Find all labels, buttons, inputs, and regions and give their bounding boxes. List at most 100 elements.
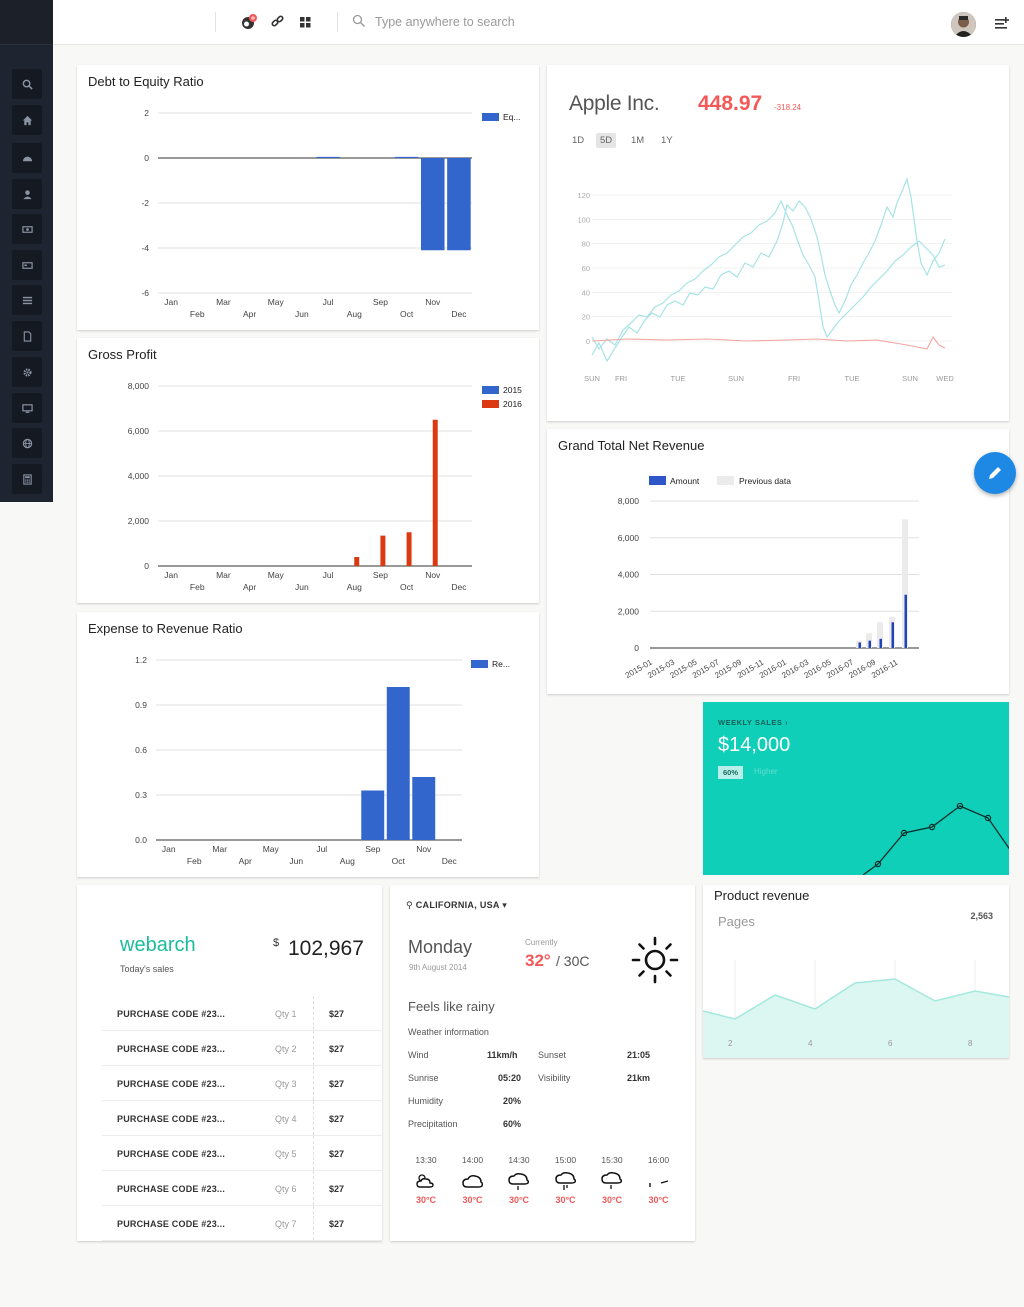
temp-range: / 30C bbox=[556, 953, 590, 969]
expense-revenue-chart: 1.2 0.9 0.6 0.3 0.0 Jan Feb Mar Apr May Jun Jul Aug S… bbox=[135, 655, 510, 866]
weather-card: ⚲ CALIFORNIA, USA ▾ Monday 9th August 20… bbox=[390, 885, 695, 1241]
purchase-row[interactable]: PURCHASE CODE #23... Qty 4 $27 bbox=[102, 1101, 383, 1136]
location-selector[interactable]: ⚲ CALIFORNIA, USA ▾ bbox=[406, 900, 508, 910]
row-divider bbox=[313, 1171, 314, 1205]
weather-day: Monday bbox=[408, 937, 473, 957]
globe-icon[interactable] bbox=[12, 428, 42, 458]
weekly-higher-label: Higher bbox=[754, 767, 778, 776]
x-tick-label: Jan bbox=[162, 844, 176, 854]
debt-equity-card: Debt to Equity Ratio 2 0 -2 -4 -6 Jan Feb Mar Ap… bbox=[77, 65, 539, 330]
x-tick-label: Oct bbox=[400, 309, 414, 319]
row-divider bbox=[313, 1206, 314, 1240]
home-icon[interactable] bbox=[12, 105, 42, 135]
menu-add-icon[interactable] bbox=[994, 15, 1010, 31]
edit-fab-button[interactable] bbox=[974, 452, 1016, 494]
rain-icon bbox=[592, 1171, 632, 1191]
sparkline-point bbox=[928, 823, 936, 831]
legend-label: Eq... bbox=[503, 112, 520, 122]
monitor-icon[interactable] bbox=[12, 393, 42, 423]
purchase-price: $27 bbox=[329, 1079, 345, 1089]
calculator-icon[interactable] bbox=[12, 464, 42, 494]
chart-bar-previous bbox=[902, 519, 908, 648]
purchase-qty: Qty 7 bbox=[275, 1219, 297, 1229]
visibility-value: 21km bbox=[627, 1073, 651, 1083]
sparkline-point bbox=[956, 802, 964, 810]
sales-subtitle: Today's sales bbox=[120, 964, 174, 974]
x-tick-label: Mar bbox=[216, 570, 231, 580]
legend-swatch bbox=[717, 476, 734, 485]
x-tick-label: Jan bbox=[164, 570, 178, 580]
hour-time: 14:30 bbox=[508, 1155, 530, 1165]
list-icon[interactable] bbox=[12, 285, 42, 315]
partly-cloudy-icon bbox=[406, 1171, 446, 1191]
debt-equity-chart: 2 0 -2 -4 -6 Jan Feb Mar Apr May Jun Jul Aug Sep Oct No… bbox=[141, 108, 520, 319]
avatar[interactable] bbox=[951, 12, 976, 37]
card-title: Grand Total Net Revenue bbox=[558, 438, 705, 453]
notifications-icon[interactable] bbox=[240, 13, 258, 31]
weekly-sales-amount: $14,000 bbox=[718, 734, 791, 756]
search-icon bbox=[352, 14, 365, 27]
y-tick-label: -4 bbox=[141, 243, 149, 253]
feels-like-text: Feels like rainy bbox=[408, 999, 495, 1014]
precipitation-value: 60% bbox=[503, 1119, 522, 1129]
purchase-row[interactable]: PURCHASE CODE #23... Qty 1 $27 bbox=[102, 996, 383, 1031]
card-title: Debt to Equity Ratio bbox=[88, 74, 204, 89]
purchase-row[interactable]: PURCHASE CODE #23... Qty 7 $27 bbox=[102, 1206, 383, 1241]
range-1d-button[interactable]: 1D bbox=[572, 135, 585, 146]
purchase-row[interactable]: PURCHASE CODE #23... Qty 6 $27 bbox=[102, 1171, 383, 1206]
range-5d-button[interactable]: 5D bbox=[596, 133, 617, 148]
y-tick-label: 40 bbox=[582, 288, 590, 297]
row-divider bbox=[313, 996, 314, 1030]
y-tick-label: 0.0 bbox=[135, 835, 147, 845]
legend-swatch bbox=[649, 476, 666, 485]
sunset-value: 21:05 bbox=[627, 1050, 651, 1060]
y-tick-label: 0 bbox=[586, 337, 590, 346]
chart-bar bbox=[380, 535, 386, 566]
card-title: Expense to Revenue Ratio bbox=[88, 621, 243, 636]
y-tick-label: 0 bbox=[634, 643, 639, 653]
purchase-code: PURCHASE CODE #23... bbox=[117, 1009, 226, 1019]
y-tick-label: -6 bbox=[141, 288, 149, 298]
purchase-code: PURCHASE CODE #23... bbox=[117, 1114, 226, 1124]
x-tick-label: Aug bbox=[347, 582, 362, 592]
card-title: Gross Profit bbox=[88, 347, 157, 362]
x-tick-label: SUN bbox=[584, 374, 600, 383]
purchase-row[interactable]: PURCHASE CODE #23... Qty 5 $27 bbox=[102, 1136, 383, 1171]
visibility-label: Visibility bbox=[538, 1073, 571, 1083]
sparkline-point bbox=[984, 814, 992, 822]
chart-bar-previous bbox=[877, 622, 883, 648]
user-icon[interactable] bbox=[12, 179, 42, 209]
search-input[interactable] bbox=[375, 12, 675, 32]
purchase-row[interactable]: PURCHASE CODE #23... Qty 3 $27 bbox=[102, 1066, 383, 1101]
x-tick-label: Feb bbox=[190, 582, 205, 592]
chevron-right-icon: › bbox=[784, 718, 788, 727]
range-1y-button[interactable]: 1Y bbox=[661, 135, 673, 146]
humidity-label: Humidity bbox=[408, 1096, 444, 1106]
weekly-sales-label[interactable]: WEEKLY SALES › bbox=[718, 718, 788, 727]
range-1m-button[interactable]: 1M bbox=[631, 135, 645, 146]
purchase-price: $27 bbox=[329, 1044, 345, 1054]
chart-bar-amount bbox=[868, 640, 871, 648]
card-title: Product revenue bbox=[714, 888, 810, 903]
purchase-row[interactable]: PURCHASE CODE #23... Qty 2 $27 bbox=[102, 1031, 383, 1066]
search-icon[interactable] bbox=[12, 69, 42, 99]
x-tick-label: Sep bbox=[373, 570, 388, 580]
product-revenue-subtitle: Pages bbox=[718, 914, 755, 929]
gear-icon[interactable] bbox=[12, 357, 42, 387]
apps-grid-icon[interactable] bbox=[297, 13, 315, 31]
gross-profit-chart: 8,000 6,000 4,000 2,000 0 Jan Feb Mar Apr May Jun J… bbox=[128, 381, 522, 592]
currency-symbol: $ bbox=[273, 937, 280, 949]
pdf-icon[interactable] bbox=[12, 321, 42, 351]
brand-name: webarch bbox=[120, 934, 196, 956]
legend-swatch bbox=[482, 400, 499, 408]
card-icon[interactable] bbox=[12, 250, 42, 280]
purchase-price: $27 bbox=[329, 1219, 345, 1229]
money-icon[interactable] bbox=[12, 214, 42, 244]
dashboard-icon[interactable] bbox=[12, 143, 42, 173]
y-tick-label: 80 bbox=[582, 240, 590, 249]
product-revenue-chart: 2 4 6 8 bbox=[703, 960, 1009, 1058]
row-divider bbox=[313, 1031, 314, 1065]
product-revenue-card: Product revenue Pages 2,563 2 4 6 8 bbox=[703, 885, 1009, 1058]
link-icon[interactable] bbox=[269, 13, 287, 31]
x-tick-label: SUN bbox=[728, 374, 744, 383]
